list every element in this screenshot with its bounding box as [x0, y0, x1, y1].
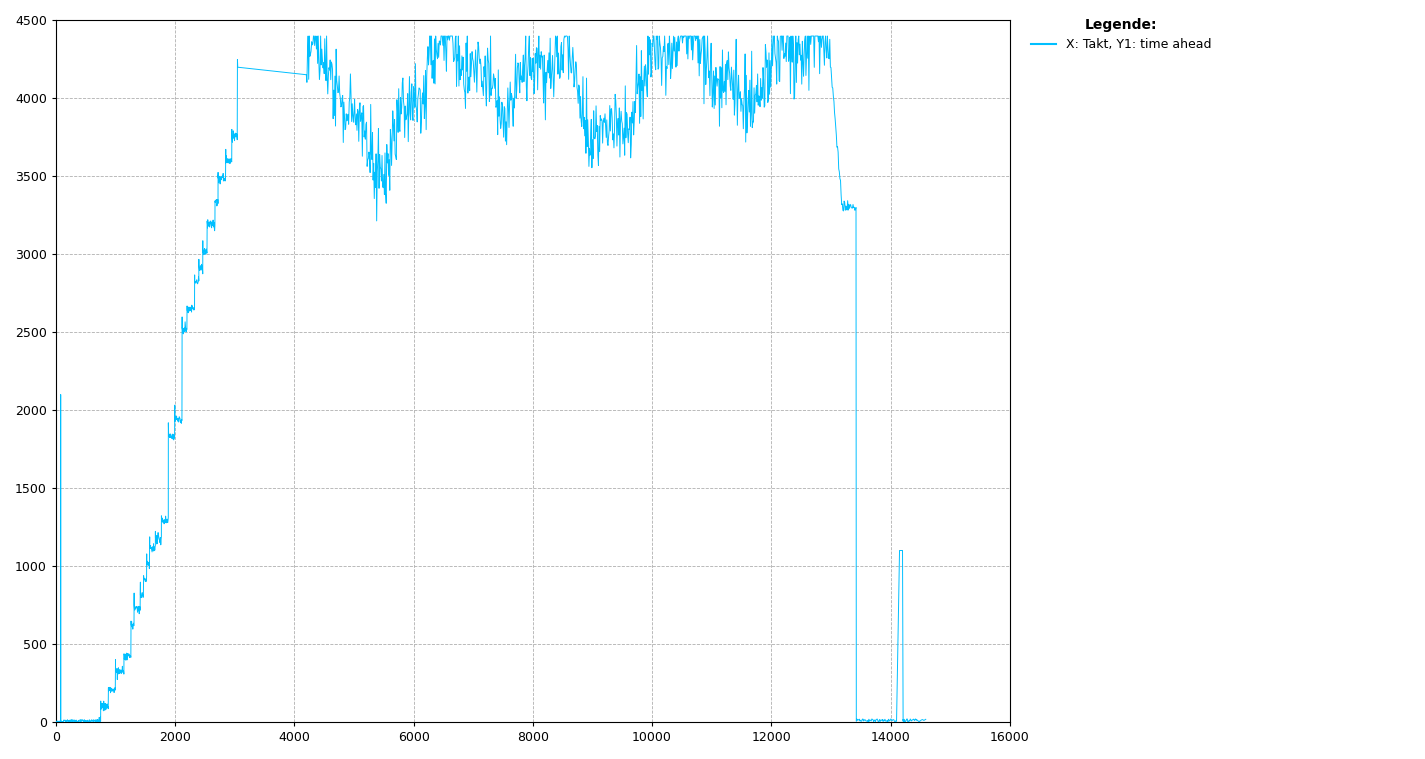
Legend: X: Takt, Y1: time ahead: X: Takt, Y1: time ahead	[1026, 13, 1216, 56]
